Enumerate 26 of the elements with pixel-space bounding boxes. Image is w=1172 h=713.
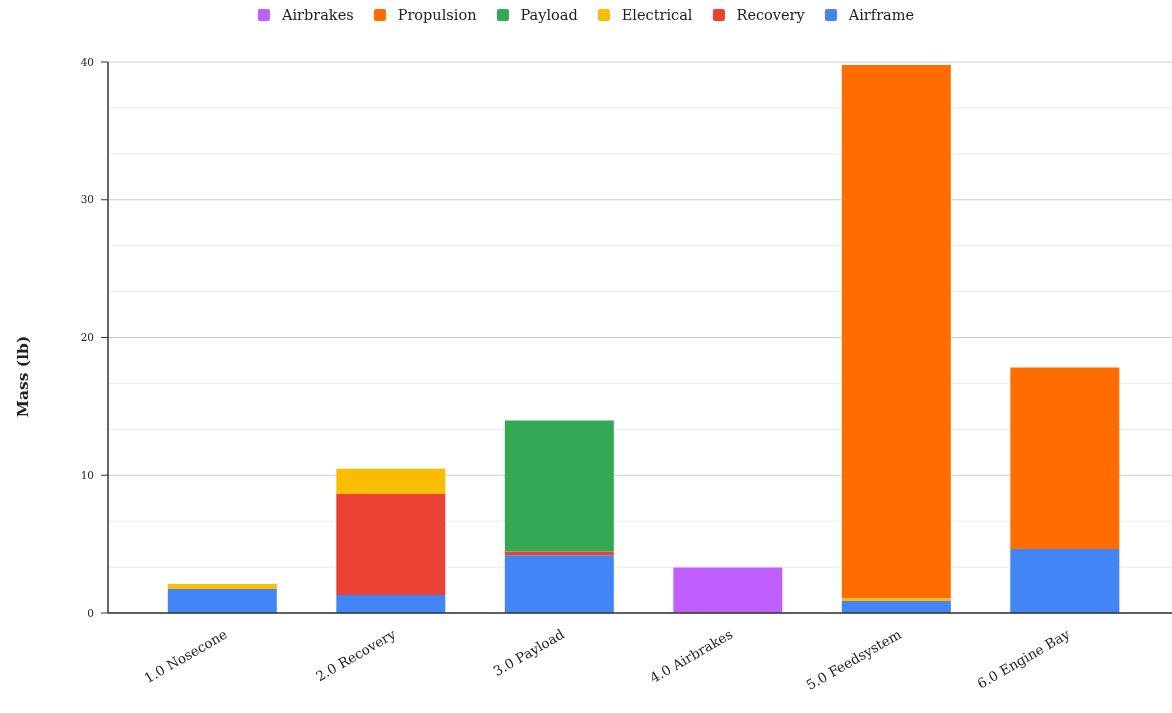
bar <box>841 64 951 599</box>
y-tick-label: 40 <box>80 55 94 68</box>
bar <box>167 583 277 589</box>
y-tick-label: 10 <box>80 468 94 481</box>
legend-label: Propulsion <box>397 7 477 23</box>
legend-label: Recovery <box>736 7 805 23</box>
bar <box>336 594 446 613</box>
bar <box>336 493 446 595</box>
legend-label: Payload <box>520 7 578 23</box>
y-tick-label: 30 <box>80 193 94 206</box>
y-tick-label: 0 <box>87 606 94 619</box>
bar <box>841 598 951 602</box>
y-axis-title: Mass (lb) <box>12 335 32 418</box>
bar <box>1010 549 1120 613</box>
legend-label: Electrical <box>621 7 693 23</box>
legend-label: Airbrakes <box>281 7 354 23</box>
bar <box>504 551 614 556</box>
legend-label: Airframe <box>848 7 915 23</box>
bar <box>673 567 783 613</box>
bar <box>504 420 614 552</box>
bar <box>1010 367 1120 550</box>
bar <box>841 601 951 613</box>
bar <box>504 555 614 613</box>
y-tick-label: 20 <box>80 331 94 344</box>
bar <box>336 468 446 494</box>
bar <box>167 588 277 613</box>
